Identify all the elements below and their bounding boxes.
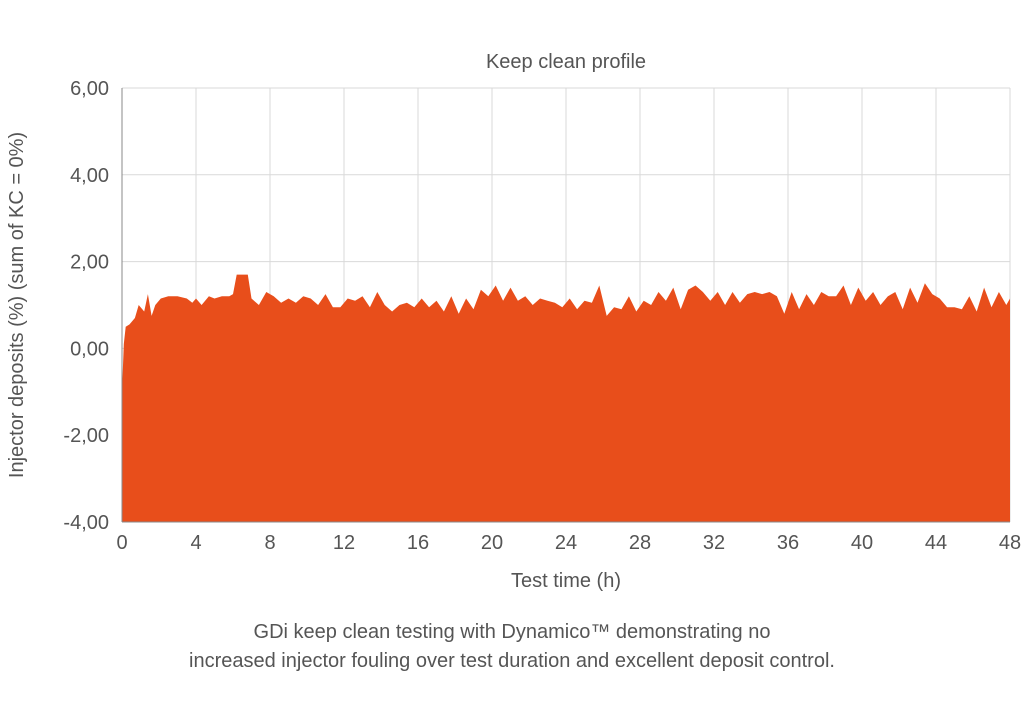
y-tick-label: -2,00 [63,425,109,447]
y-tick-label: 0,00 [70,338,109,360]
x-tick-label: 40 [851,532,873,554]
x-tick-label: 24 [555,532,577,554]
caption-line-1: GDi keep clean testing with Dynamico™ de… [253,621,771,643]
x-tick-label: 0 [116,532,127,554]
y-tick-labels: -4,00 -2,00 0,00 2,00 4,00 6,00 [63,78,109,534]
x-tick-label: 36 [777,532,799,554]
x-tick-labels: 0 4 8 12 16 20 24 28 32 36 40 44 48 [116,532,1021,554]
x-tick-label: 32 [703,532,725,554]
y-tick-label: 2,00 [70,252,109,274]
chart-title: Keep clean profile [486,51,646,73]
x-tick-label: 12 [333,532,355,554]
deposits-area [122,274,1010,522]
x-tick-label: 28 [629,532,651,554]
data-series [122,274,1010,522]
x-tick-label: 48 [999,532,1021,554]
x-tick-label: 16 [407,532,429,554]
y-tick-label: 4,00 [70,165,109,187]
keep-clean-area-chart: -4,00-2,000,002,004,006,00 0 4 8 12 16 20 24 28… [6,51,1021,592]
x-tick-label: 44 [925,532,947,554]
figure-caption: GDi keep clean testing with Dynamico™ de… [0,618,1024,676]
y-axis-label: Injector deposits (%) (sum of KC = 0%) [6,132,28,478]
x-tick-label: 4 [190,532,201,554]
axes [121,88,1010,523]
caption-line-2: increased injector fouling over test dur… [189,650,835,672]
y-tick-label: -4,00 [63,512,109,534]
x-tick-label: 20 [481,532,503,554]
x-axis-label: Test time (h) [511,570,621,592]
x-tick-label: 8 [264,532,275,554]
y-tick-label: 6,00 [70,78,109,100]
